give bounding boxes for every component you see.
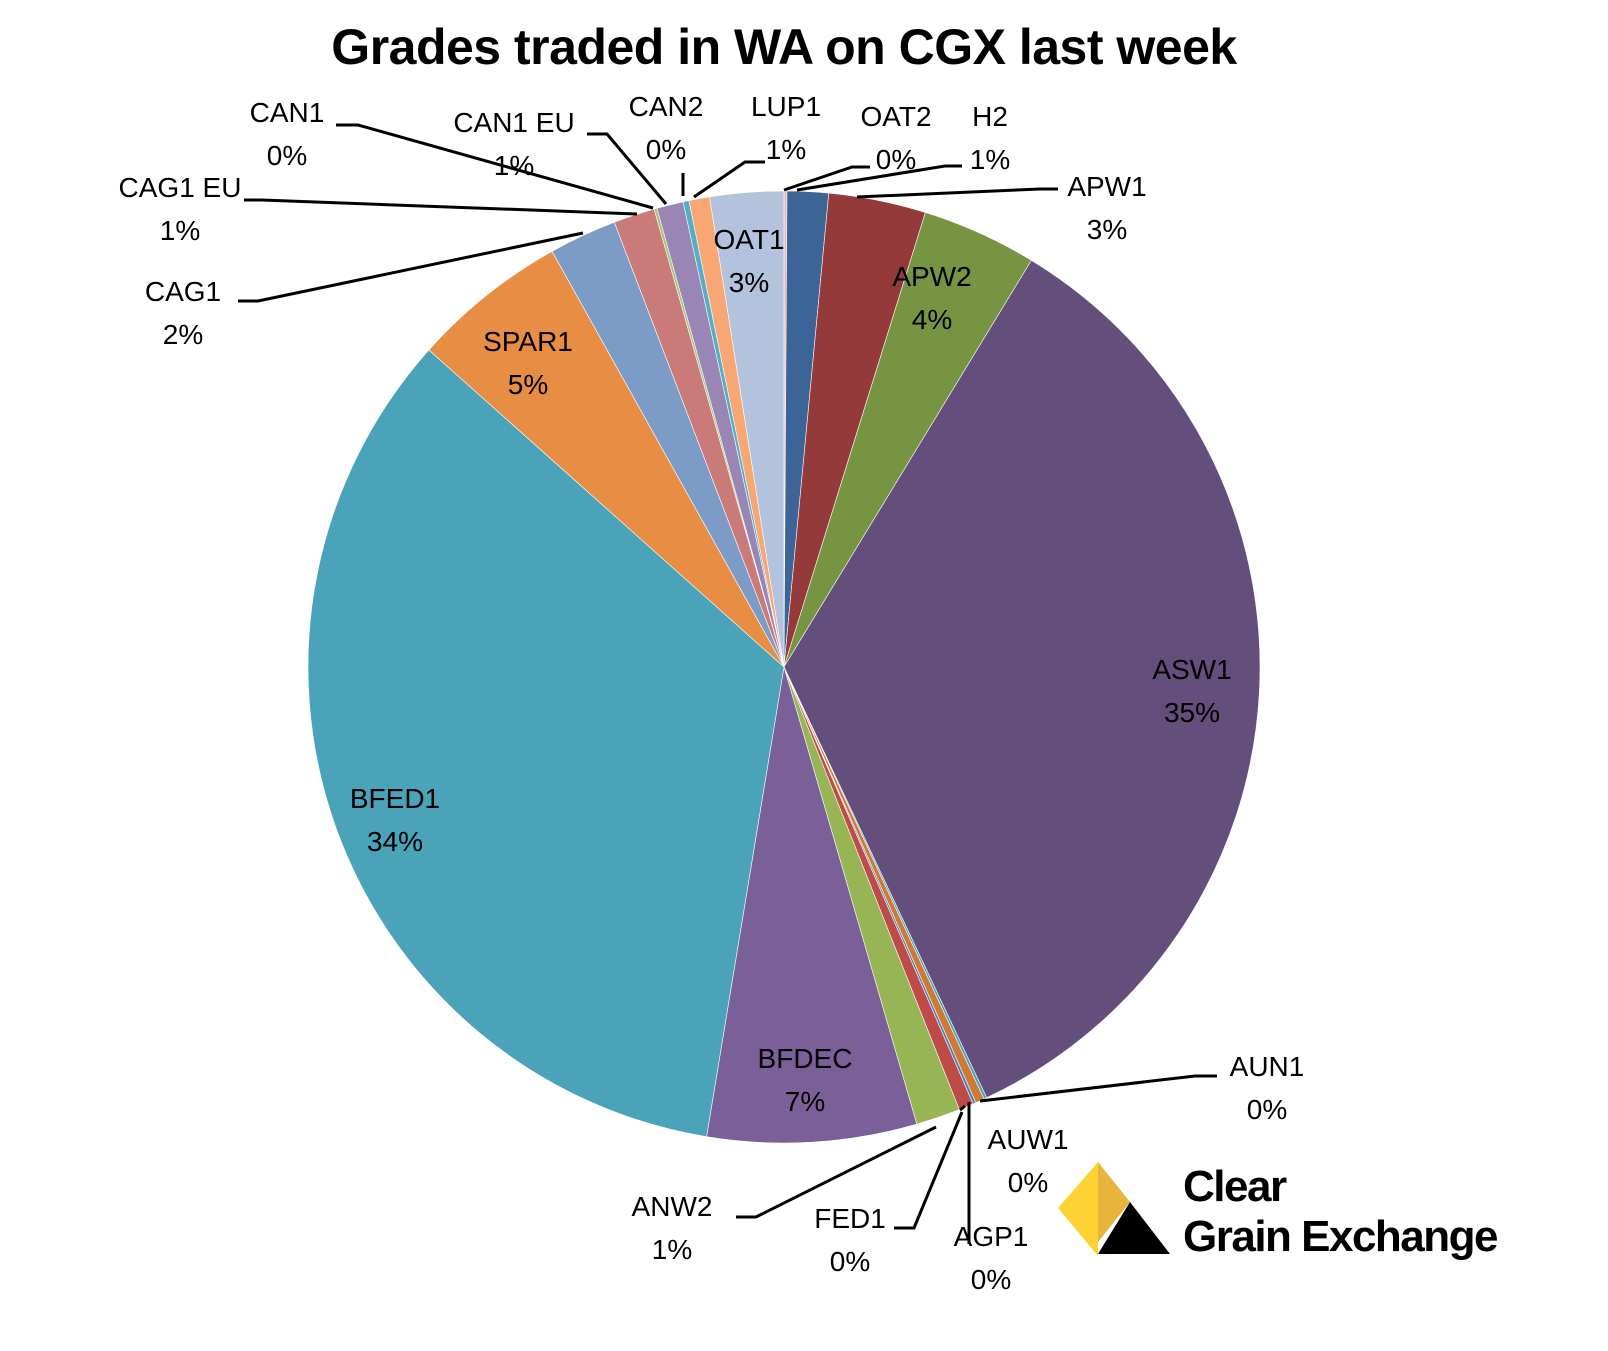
slice-label-name: CAN1 EU	[453, 107, 575, 138]
slice-label-name: APW1	[1067, 171, 1147, 202]
slice-label-percent: 1%	[159, 215, 201, 246]
leader-line-cag1	[238, 231, 584, 303]
slice-label-name: AGP1	[953, 1221, 1029, 1252]
slice-label-name: FED1	[814, 1203, 886, 1234]
slice-label-percent: 1%	[969, 144, 1011, 175]
slice-label-percent: 7%	[784, 1086, 826, 1117]
slice-label-oat1: OAT1 3%	[713, 218, 784, 304]
pie-slices	[307, 190, 1261, 1144]
slice-label-name: CAG1 EU	[118, 172, 242, 203]
slice-label-auw1: AUW1 0%	[988, 1118, 1069, 1204]
slice-label-percent: 1%	[651, 1234, 693, 1265]
slice-label-percent: 5%	[507, 369, 549, 400]
slice-label-apw1: APW1 3%	[1067, 165, 1146, 251]
slice-label-aun1: AUN1 0%	[1230, 1045, 1305, 1131]
slice-label-bfdec: BFDEC 7%	[758, 1037, 853, 1123]
pie-slice-spar1	[428, 250, 785, 668]
slice-label-percent: 35%	[1163, 697, 1221, 728]
slice-label-name: H2	[972, 101, 1008, 132]
chart-title: Grades traded in WA on CGX last week	[331, 19, 1237, 75]
leader-lines	[238, 123, 1217, 1244]
slice-label-percent: 0%	[875, 144, 917, 175]
slice-label-name: CAN2	[628, 91, 704, 122]
slice-label-cag1: CAG1 2%	[145, 270, 221, 356]
slice-label-can1-eu: CAN1 EU 1%	[453, 101, 574, 187]
pie-slice-bfdec	[706, 666, 918, 1144]
diamond-logo-icon	[1058, 1162, 1170, 1256]
slice-label-percent: 0%	[266, 140, 308, 171]
leader-line-can1	[336, 123, 654, 210]
slice-label-anw2: ANW2 1%	[632, 1185, 713, 1271]
slice-label-apw2: APW2 4%	[892, 255, 971, 341]
slice-label-name: BFDEC	[757, 1043, 853, 1074]
slice-label-name: APW2	[892, 261, 972, 292]
slice-label-percent: 1%	[493, 150, 535, 181]
slice-label-name: ASW1	[1152, 654, 1232, 685]
slice-label-name: AUW1	[987, 1124, 1069, 1155]
slice-label-agp1: AGP1 0%	[954, 1215, 1029, 1301]
slice-label-name: OAT2	[860, 101, 932, 132]
slice-label-bfed1: BFED1 34%	[350, 777, 440, 863]
pie-slice-bfed1	[307, 349, 785, 1138]
slice-label-percent: 34%	[366, 826, 424, 857]
slice-label-h2: H2 1%	[970, 95, 1010, 181]
slice-label-spar1: SPAR1 5%	[483, 320, 573, 406]
slice-label-lup1: LUP1 1%	[751, 85, 821, 171]
slice-label-percent: 0%	[829, 1246, 871, 1277]
leader-line-oat2	[783, 165, 870, 192]
leader-line-anw2	[736, 1125, 937, 1219]
slice-label-name: ANW2	[631, 1191, 713, 1222]
logo-line-1: Clear	[1183, 1162, 1287, 1211]
logo-line-2: Grain Exchange	[1183, 1212, 1499, 1261]
slice-label-percent: 1%	[765, 134, 807, 165]
slice-label-name: OAT1	[713, 224, 785, 255]
leader-line-fed1	[894, 1111, 964, 1230]
slice-label-name: CAN1	[249, 97, 325, 128]
leader-line-aun1	[979, 1074, 1217, 1103]
slice-label-percent: 0%	[970, 1264, 1012, 1295]
leader-line-lup1	[693, 160, 765, 199]
slice-label-percent: 2%	[162, 319, 204, 350]
slice-label-name: BFED1	[349, 783, 441, 814]
clear-grain-exchange-logo: Clear Grain Exchange	[1058, 1160, 1518, 1280]
slice-label-percent: 0%	[1007, 1167, 1049, 1198]
slice-label-oat2: OAT2 0%	[860, 95, 931, 181]
slice-label-can1: CAN1 0%	[250, 91, 325, 177]
pie-slice-oat1	[709, 190, 785, 668]
slice-label-name: CAG1	[144, 276, 222, 307]
leader-line-h2	[796, 164, 962, 192]
leader-line-agp1	[959, 1104, 966, 1112]
slice-label-percent: 0%	[645, 134, 687, 165]
slice-label-percent: 0%	[1246, 1094, 1288, 1125]
slice-label-percent: 4%	[911, 304, 953, 335]
pie-slice-asw1	[783, 259, 1261, 1099]
slice-label-fed1: FED1 0%	[814, 1197, 886, 1283]
slice-label-percent: 3%	[728, 267, 770, 298]
slice-label-name: LUP1	[750, 91, 822, 122]
slice-label-asw1: ASW1 35%	[1152, 648, 1231, 734]
slice-label-can2: CAN2 0%	[629, 85, 704, 171]
slice-label-name: SPAR1	[483, 326, 573, 357]
leader-line-apw1	[856, 187, 1058, 199]
slice-label-percent: 3%	[1086, 214, 1128, 245]
slice-label-cag1-eu: CAG1 EU 1%	[119, 166, 242, 252]
leader-line-cag1-eu	[244, 198, 638, 216]
slice-label-name: AUN1	[1229, 1051, 1305, 1082]
leader-line-can1-eu	[587, 132, 668, 205]
